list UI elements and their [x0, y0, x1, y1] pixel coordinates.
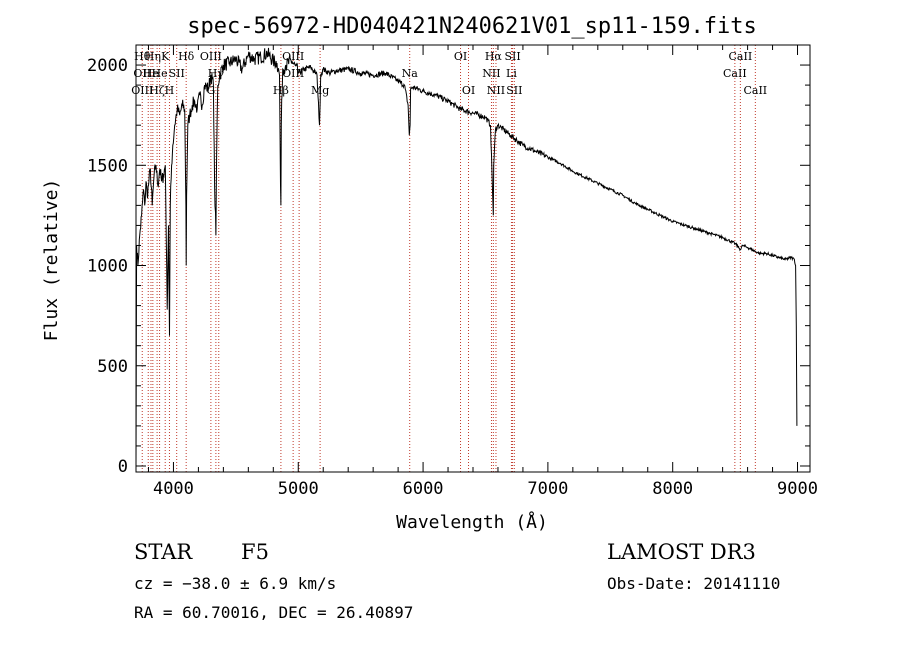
y-tick-label: 2000: [87, 56, 128, 76]
y-axis-label: Flux (relative): [41, 179, 62, 342]
line-label: G: [206, 84, 215, 97]
line-label: OIII: [131, 84, 153, 97]
line-label: OIII: [282, 50, 304, 63]
x-tick-label: 9000: [777, 479, 818, 499]
line-label: He: [152, 67, 168, 80]
x-tick-label: 6000: [403, 479, 444, 499]
x-tick-label: 7000: [527, 479, 568, 499]
line-label: K: [161, 50, 170, 63]
line-label: Na: [402, 67, 419, 80]
coordinates: RA = 60.70016, DEC = 26.40897: [134, 603, 414, 622]
x-axis-ticks: 4000 5000 6000 7000 8000 9000: [147, 45, 818, 499]
y-tick-label: 1000: [87, 257, 128, 277]
line-label: SII: [169, 67, 185, 80]
line-label: NII: [482, 67, 500, 80]
line-label: NII: [487, 84, 505, 97]
line-label: CaII: [729, 50, 753, 63]
line-label: Hα: [485, 50, 503, 63]
line-label: CaII: [743, 84, 767, 97]
redshift-cz: cz = −38.0 ± 6.9 km/s: [134, 574, 337, 593]
line-label: SII: [506, 84, 522, 97]
line-label: Hθ: [134, 50, 151, 63]
spectral-line-markers: [141, 45, 756, 472]
y-axis-ticks: 0 500 1000 1500 2000: [87, 56, 810, 477]
line-label: OI: [454, 50, 467, 63]
line-label: Hβ: [273, 84, 289, 97]
flux-series-line: [135, 47, 798, 467]
y-tick-label: 0: [118, 457, 128, 477]
line-label: Hζ: [149, 84, 165, 97]
line-label: Hη: [145, 50, 161, 63]
x-tick-label: 4000: [153, 479, 194, 499]
line-label: He: [143, 67, 159, 80]
x-tick-label: 5000: [278, 479, 319, 499]
line-label: Hδ: [178, 50, 195, 63]
line-label: OIII: [200, 50, 222, 63]
line-label: OII: [133, 67, 151, 80]
line-label: Li: [506, 67, 517, 80]
observation-date: Obs-Date: 20141110: [607, 574, 781, 593]
y-tick-label: 500: [97, 357, 128, 377]
survey-name: LAMOST DR3: [607, 540, 756, 564]
chart-title: spec-56972-HD040421N240621V01_sp11-159.f…: [187, 14, 757, 39]
line-label: SII: [504, 50, 520, 63]
line-label: OI: [462, 84, 475, 97]
line-label: H: [165, 84, 175, 97]
x-axis-label: Wavelength (Å): [396, 511, 548, 533]
spectral-subclass: F5: [241, 540, 269, 564]
plot-frame: [135, 44, 811, 473]
x-tick-label: 8000: [652, 479, 693, 499]
line-label: CaII: [723, 67, 747, 80]
y-tick-label: 1500: [87, 156, 128, 176]
object-class: STAR: [134, 540, 193, 564]
